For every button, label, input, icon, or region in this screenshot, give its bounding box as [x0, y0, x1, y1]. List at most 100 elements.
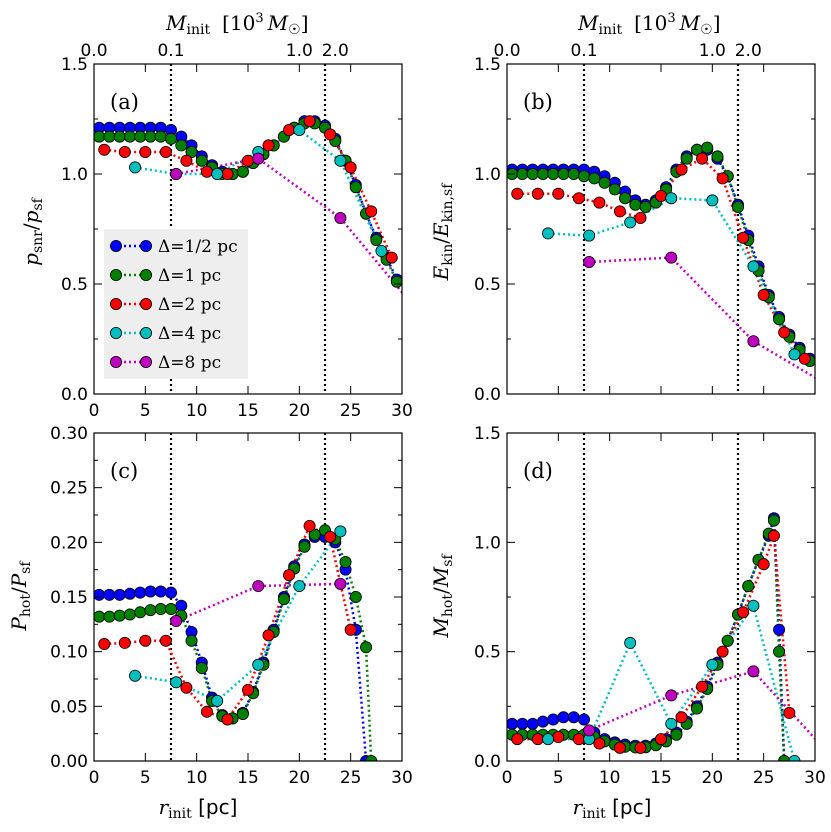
- data-point: [164, 132, 177, 145]
- data-point: [334, 577, 347, 590]
- data-point: [221, 713, 234, 726]
- data-point: [144, 130, 157, 143]
- data-point: [139, 145, 152, 158]
- data-point: [324, 530, 337, 543]
- data-point: [747, 599, 760, 612]
- data-point: [293, 124, 306, 137]
- data-point: [788, 755, 801, 761]
- data-point: [516, 167, 529, 180]
- data-point: [690, 702, 703, 715]
- data-point: [675, 163, 688, 176]
- data-point: [613, 205, 626, 218]
- data-point: [252, 658, 265, 671]
- data-point: [624, 216, 637, 229]
- legend-label: Δ=4 pc: [158, 324, 221, 344]
- ylabel-b: Ekin/Ekin,sf: [429, 182, 456, 282]
- data-point: [531, 733, 544, 746]
- data-point: [236, 165, 249, 178]
- legend-marker: [139, 355, 152, 368]
- data-point: [655, 733, 668, 746]
- data-point: [680, 152, 693, 165]
- data-point: [417, 311, 428, 322]
- data-point: [773, 313, 786, 326]
- data-point: [113, 130, 126, 143]
- data-point: [134, 586, 147, 599]
- legend-marker: [139, 268, 152, 281]
- ytick-label: 0.5: [61, 275, 88, 295]
- data-point: [578, 713, 591, 726]
- xtick-label: 5: [553, 768, 564, 788]
- legend-marker: [139, 297, 152, 310]
- data-point: [308, 528, 321, 541]
- ytick-label: 0.0: [61, 385, 88, 405]
- data-point: [283, 124, 296, 137]
- xtick-label: 20: [702, 768, 724, 788]
- data-point: [557, 167, 570, 180]
- data-point: [283, 569, 296, 582]
- data-point: [170, 615, 183, 628]
- data-point: [370, 233, 383, 246]
- xtick-label: 0: [89, 768, 100, 788]
- top-tick-label: 2.0: [322, 41, 349, 61]
- data-point: [185, 145, 198, 158]
- ytick-label: 0.0: [474, 752, 501, 772]
- data-point: [567, 711, 580, 724]
- xtick-label: 5: [140, 401, 151, 421]
- series-line-1: [99, 528, 373, 761]
- xtick-label: 10: [599, 768, 621, 788]
- legend-marker: [139, 239, 152, 252]
- data-point: [180, 154, 193, 167]
- data-point: [103, 588, 116, 601]
- data-point: [767, 514, 780, 527]
- xtick-label: 30: [391, 401, 413, 421]
- data-point: [298, 540, 311, 553]
- data-point: [593, 737, 606, 750]
- panel-label: (b): [523, 90, 553, 114]
- data-point: [721, 634, 734, 647]
- data-point: [665, 717, 678, 730]
- data-point: [778, 755, 791, 761]
- data-point: [236, 707, 249, 720]
- xlabel-d: rinit [pc]: [573, 795, 652, 822]
- data-point: [583, 724, 596, 737]
- legend: Δ=1/2 pc Δ=1 pc Δ=2 pc Δ=4 pc Δ=8 pc: [104, 229, 248, 379]
- data-point: [716, 645, 729, 658]
- data-point: [767, 529, 780, 542]
- data-point: [94, 130, 106, 143]
- data-point: [665, 251, 678, 264]
- data-point: [757, 558, 770, 571]
- data-point: [129, 161, 142, 174]
- data-point: [608, 183, 621, 196]
- data-point: [778, 326, 791, 339]
- ytick-label: 1.5: [474, 424, 501, 444]
- data-point: [293, 580, 306, 593]
- data-point: [552, 187, 565, 200]
- top-tick-label: 0.1: [570, 41, 597, 61]
- data-point: [773, 623, 786, 636]
- ytick-label: 0.10: [50, 643, 88, 663]
- data-point: [180, 681, 193, 694]
- data-point: [195, 662, 208, 675]
- xtick-label: 15: [237, 768, 259, 788]
- data-point: [334, 154, 347, 167]
- axes-frame: [506, 63, 816, 395]
- data-point: [665, 192, 678, 205]
- data-point: [170, 676, 183, 689]
- top-axis-right: Minit [103 M☉]: [577, 11, 721, 38]
- data-point: [339, 556, 352, 569]
- data-point: [123, 130, 136, 143]
- data-point: [134, 606, 147, 619]
- xtick-label: 20: [289, 768, 311, 788]
- data-point: [211, 694, 224, 707]
- data-point: [139, 634, 152, 647]
- xtick-label: 5: [140, 768, 151, 788]
- top-tick-label: 0.0: [493, 41, 520, 61]
- data-point: [221, 167, 234, 180]
- data-point: [536, 715, 549, 728]
- data-point: [349, 591, 362, 604]
- data-point: [344, 623, 357, 636]
- data-point: [547, 713, 560, 726]
- series-line-1: [512, 146, 811, 362]
- legend-marker: [139, 326, 152, 339]
- legend-marker: [110, 268, 123, 281]
